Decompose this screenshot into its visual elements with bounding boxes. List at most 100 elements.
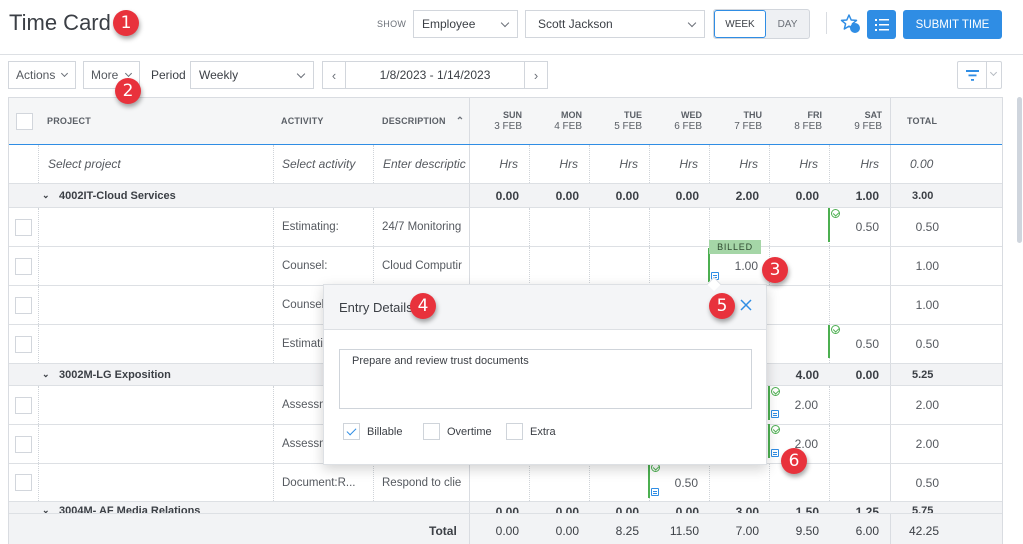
show-label: SHOW	[377, 19, 407, 29]
grand-total: 42.25	[909, 523, 940, 538]
chevron-down-icon	[124, 69, 133, 78]
hrs-input-wed[interactable]: Hrs	[650, 145, 710, 183]
annotation-badge-2: 2	[115, 78, 141, 104]
description-cell[interactable]: Cloud Computir	[382, 260, 462, 272]
group-day-total: 2.00	[735, 188, 759, 203]
hours-cell-fri[interactable]: 2.00	[770, 386, 830, 424]
chevron-down-icon[interactable]	[989, 68, 998, 77]
column-mon: MON 4 FEB	[554, 110, 582, 132]
close-button[interactable]	[740, 299, 754, 313]
totals-label: Total	[429, 523, 457, 538]
row-checkbox[interactable]	[15, 257, 32, 275]
column-description[interactable]: DESCRIPTION ⌃	[382, 115, 465, 127]
entry-details-popup: Entry Details Prepare and review trust d…	[323, 284, 767, 465]
hrs-input-tue[interactable]: Hrs	[590, 145, 650, 183]
entry-note-textarea[interactable]: Prepare and review trust documents	[339, 349, 752, 409]
chevron-down-icon[interactable]: ⌄	[42, 190, 50, 200]
hours-cell-fri[interactable]: 2.00	[770, 425, 830, 463]
hrs-input-mon[interactable]: Hrs	[530, 145, 590, 183]
approved-marker	[708, 248, 710, 282]
column-project[interactable]: PROJECT	[47, 116, 91, 126]
popup-title: Entry Details	[339, 300, 413, 315]
hrs-input-sun[interactable]: Hrs	[470, 145, 530, 183]
note-icon[interactable]	[771, 449, 779, 457]
extra-checkbox[interactable]: Extra	[506, 423, 556, 440]
checkbox[interactable]	[506, 423, 523, 440]
date-navigator: ‹ 1/8/2023 - 1/14/2023 ›	[322, 61, 548, 89]
activity-cell[interactable]: Counsel:	[274, 247, 374, 285]
description-cell[interactable]: 24/7 Monitoring	[382, 221, 462, 233]
submit-time-button[interactable]: SUBMIT TIME	[903, 10, 1002, 39]
note-icon[interactable]	[771, 410, 779, 418]
row-checkbox[interactable]	[15, 335, 32, 353]
hours-cell-wed[interactable]: 0.50	[650, 464, 710, 501]
column-activity[interactable]: ACTIVITY	[281, 116, 324, 126]
activity-cell[interactable]: Estimating:	[274, 208, 374, 246]
row-checkbox[interactable]	[15, 296, 32, 314]
checkbox-checked[interactable]	[343, 423, 360, 440]
employee-select[interactable]: Scott Jackson	[525, 10, 705, 38]
approved-marker	[768, 424, 770, 458]
row-total: 0.50	[915, 220, 939, 234]
group-day-total: 1.00	[855, 188, 879, 203]
overtime-checkbox[interactable]: Overtime	[423, 423, 492, 440]
extra-label: Extra	[530, 425, 556, 438]
footer-day-total: 6.00	[855, 523, 879, 538]
week-toggle[interactable]: WEEK	[714, 10, 766, 38]
hrs-input-sat[interactable]: Hrs	[860, 157, 879, 171]
activity-cell[interactable]: Document:R...	[274, 464, 374, 501]
select-all-checkbox[interactable]	[15, 112, 33, 130]
prev-period-button[interactable]: ‹	[331, 67, 337, 83]
hours-cell-sat[interactable]: 0.50	[855, 220, 879, 234]
show-type-select[interactable]: Employee	[413, 10, 518, 38]
row-checkbox[interactable]	[15, 218, 32, 236]
checkbox[interactable]	[423, 423, 440, 440]
hours-cell-sat[interactable]: 0.50	[855, 337, 879, 351]
period-label: Period	[151, 68, 186, 82]
chevron-down-icon[interactable]: ⌄	[42, 505, 50, 515]
list-view-button[interactable]	[867, 10, 896, 39]
approved-check-icon	[771, 425, 780, 434]
chevron-down-icon	[296, 69, 306, 79]
row-total: 2.00	[915, 437, 939, 451]
group-day-total: 0.00	[675, 188, 699, 203]
activity-input[interactable]: Select activity	[274, 145, 374, 183]
date-range[interactable]: 1/8/2023 - 1/14/2023	[345, 62, 525, 88]
column-tue: TUE 5 FEB	[614, 110, 642, 132]
filter-button[interactable]	[957, 61, 1002, 89]
close-icon	[740, 299, 752, 311]
view-toggle: WEEK DAY	[713, 9, 810, 39]
column-thu: THU 7 FEB	[734, 110, 762, 132]
next-period-button[interactable]: ›	[533, 67, 539, 83]
row-checkbox[interactable]	[15, 396, 32, 414]
hrs-input-thu[interactable]: Hrs	[710, 145, 770, 183]
chevron-down-icon[interactable]: ⌄	[42, 369, 50, 379]
note-icon[interactable]	[651, 488, 659, 496]
period-select[interactable]: Weekly	[190, 61, 314, 89]
description-input[interactable]: Enter descriptic	[383, 157, 466, 171]
table-row: Counsel: Cloud Computir 1.00 1.00	[9, 247, 1002, 286]
overtime-label: Overtime	[447, 425, 492, 438]
footer-day-total: 7.00	[735, 523, 759, 538]
approved-marker	[828, 325, 830, 358]
vertical-scrollbar[interactable]	[1017, 97, 1022, 243]
hrs-input-fri[interactable]: Hrs	[770, 145, 830, 183]
billable-checkbox[interactable]: Billable	[343, 423, 402, 440]
row-checkbox[interactable]	[15, 435, 32, 453]
description-cell[interactable]: Respond to clie	[382, 476, 462, 489]
actions-button[interactable]: Actions	[8, 61, 76, 89]
row-checkbox[interactable]	[15, 474, 32, 491]
annotation-badge-3: 3	[762, 257, 788, 283]
annotation-badge-5: 5	[709, 293, 735, 319]
more-button[interactable]: More	[83, 61, 140, 89]
favorite-star-icon[interactable]	[840, 13, 862, 35]
group-row[interactable]: ⌄ 4002IT-Cloud Services 0.00 0.00 0.00 0…	[9, 184, 1002, 208]
day-toggle[interactable]: DAY	[777, 18, 798, 30]
annotation-badge-6: 6	[781, 448, 807, 474]
show-type-value: Employee	[422, 17, 476, 31]
employee-value: Scott Jackson	[538, 17, 613, 31]
actions-label: Actions	[16, 68, 56, 82]
group-name: 3002M-LG Exposition	[59, 368, 171, 381]
new-row-total: 0.00	[910, 157, 934, 171]
project-input[interactable]: Select project	[39, 145, 274, 183]
